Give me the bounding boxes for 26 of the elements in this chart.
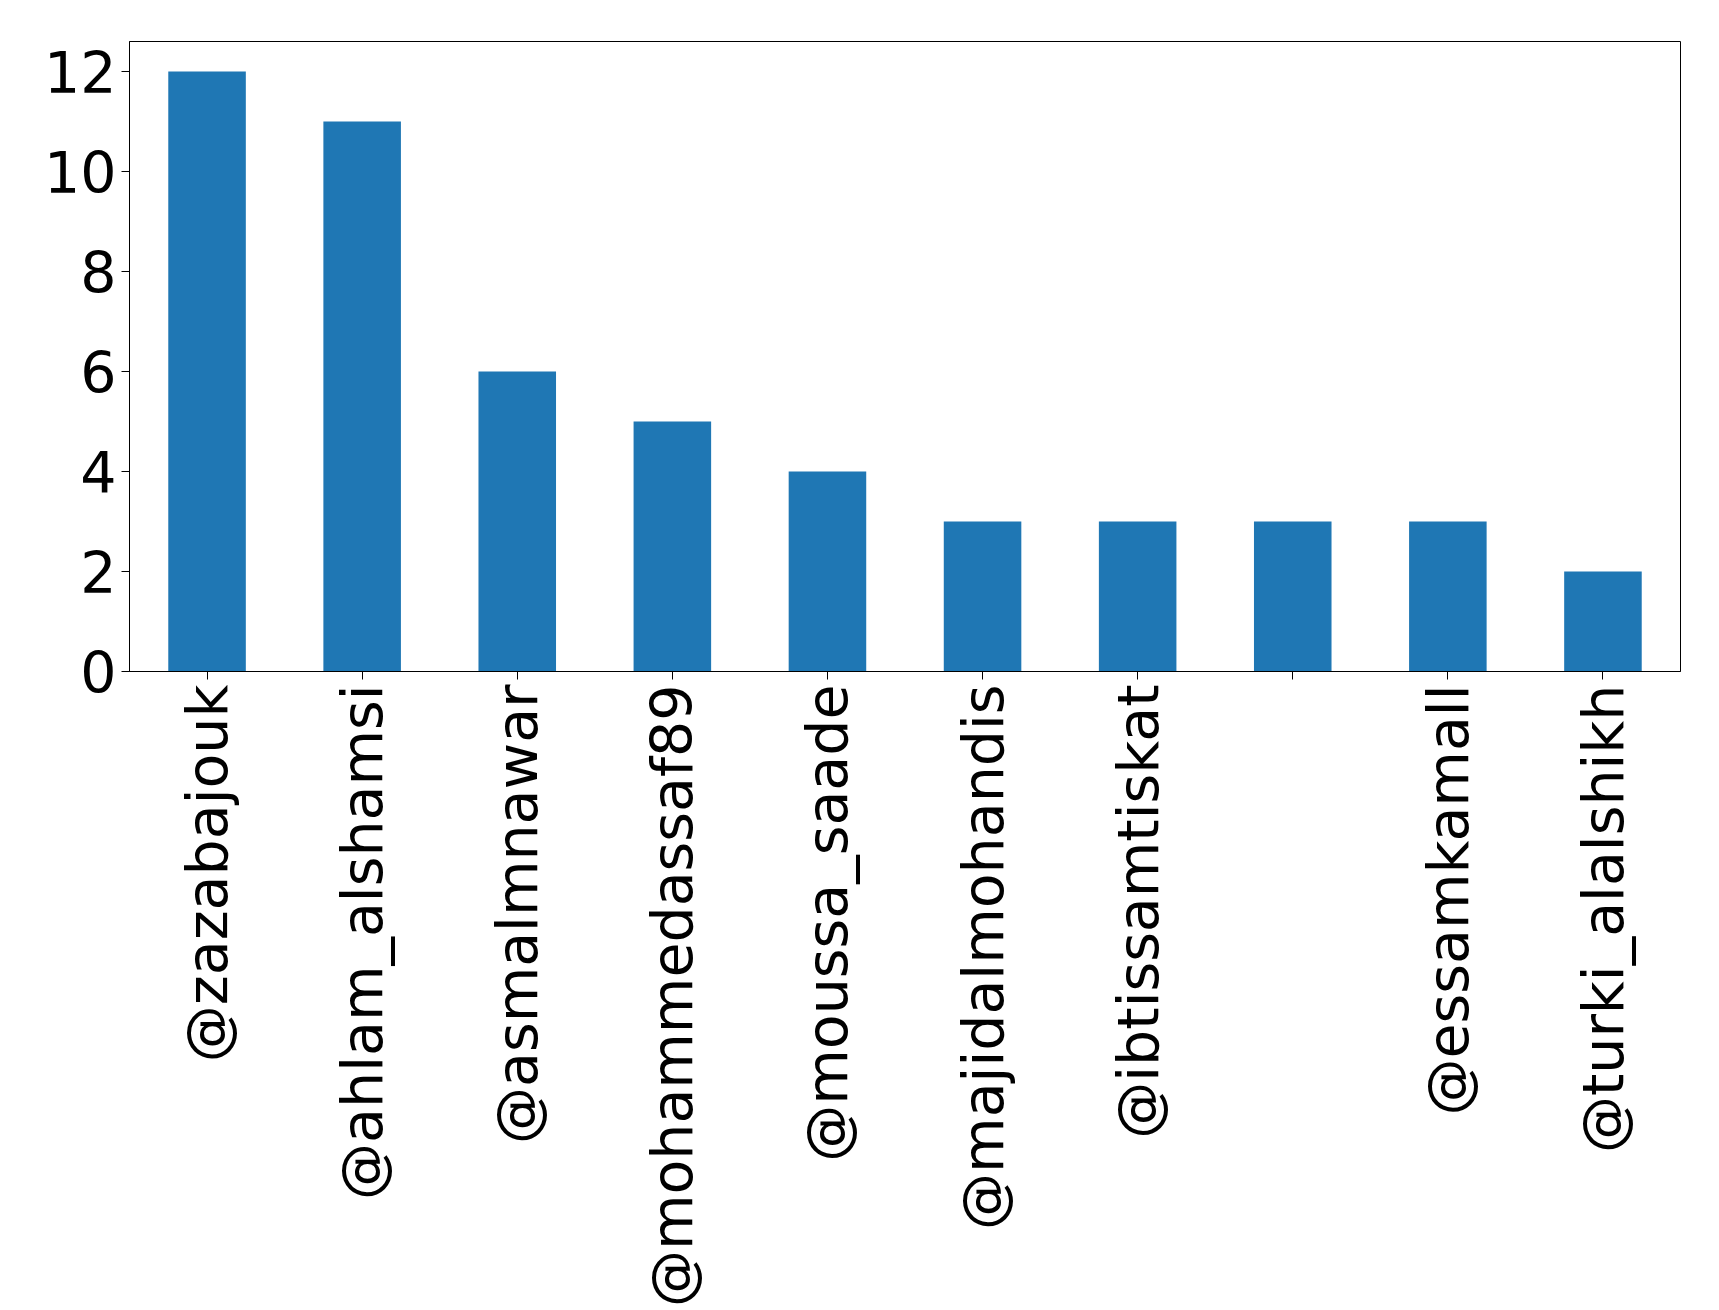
bar <box>168 71 246 672</box>
x-tick-label: @majidalmohandis <box>949 684 1016 1230</box>
bar <box>478 371 557 672</box>
y-tick-label: 2 <box>80 539 117 606</box>
y-tick-label: 10 <box>43 139 117 206</box>
x-tick-label: @ahlam_alshamsi <box>329 684 396 1200</box>
bar <box>1098 521 1177 672</box>
bar <box>633 421 712 672</box>
y-tick-label: 6 <box>80 339 117 406</box>
x-tick-label: @mohammedassaf89 <box>639 684 706 1308</box>
y-tick-label: 12 <box>43 39 117 106</box>
bar <box>1564 571 1642 672</box>
bar <box>943 521 1022 672</box>
bar <box>788 471 867 672</box>
bar <box>323 121 401 672</box>
x-tick-label: @ibtissamtiskat <box>1104 684 1171 1139</box>
y-tick-label: 4 <box>80 439 117 506</box>
x-tick-label: @essamkamall <box>1414 684 1481 1116</box>
bar <box>1409 521 1487 672</box>
bar <box>1253 521 1332 672</box>
x-tick-label: @moussa_saade <box>794 684 861 1162</box>
y-tick-label: 0 <box>80 639 117 706</box>
x-tick-label: @turki_alalshikh <box>1569 684 1636 1154</box>
y-tick-label: 8 <box>80 239 117 306</box>
x-tick-label: @asmalmnawar <box>484 683 551 1144</box>
x-tick-label: @zazabajouk <box>174 684 241 1063</box>
